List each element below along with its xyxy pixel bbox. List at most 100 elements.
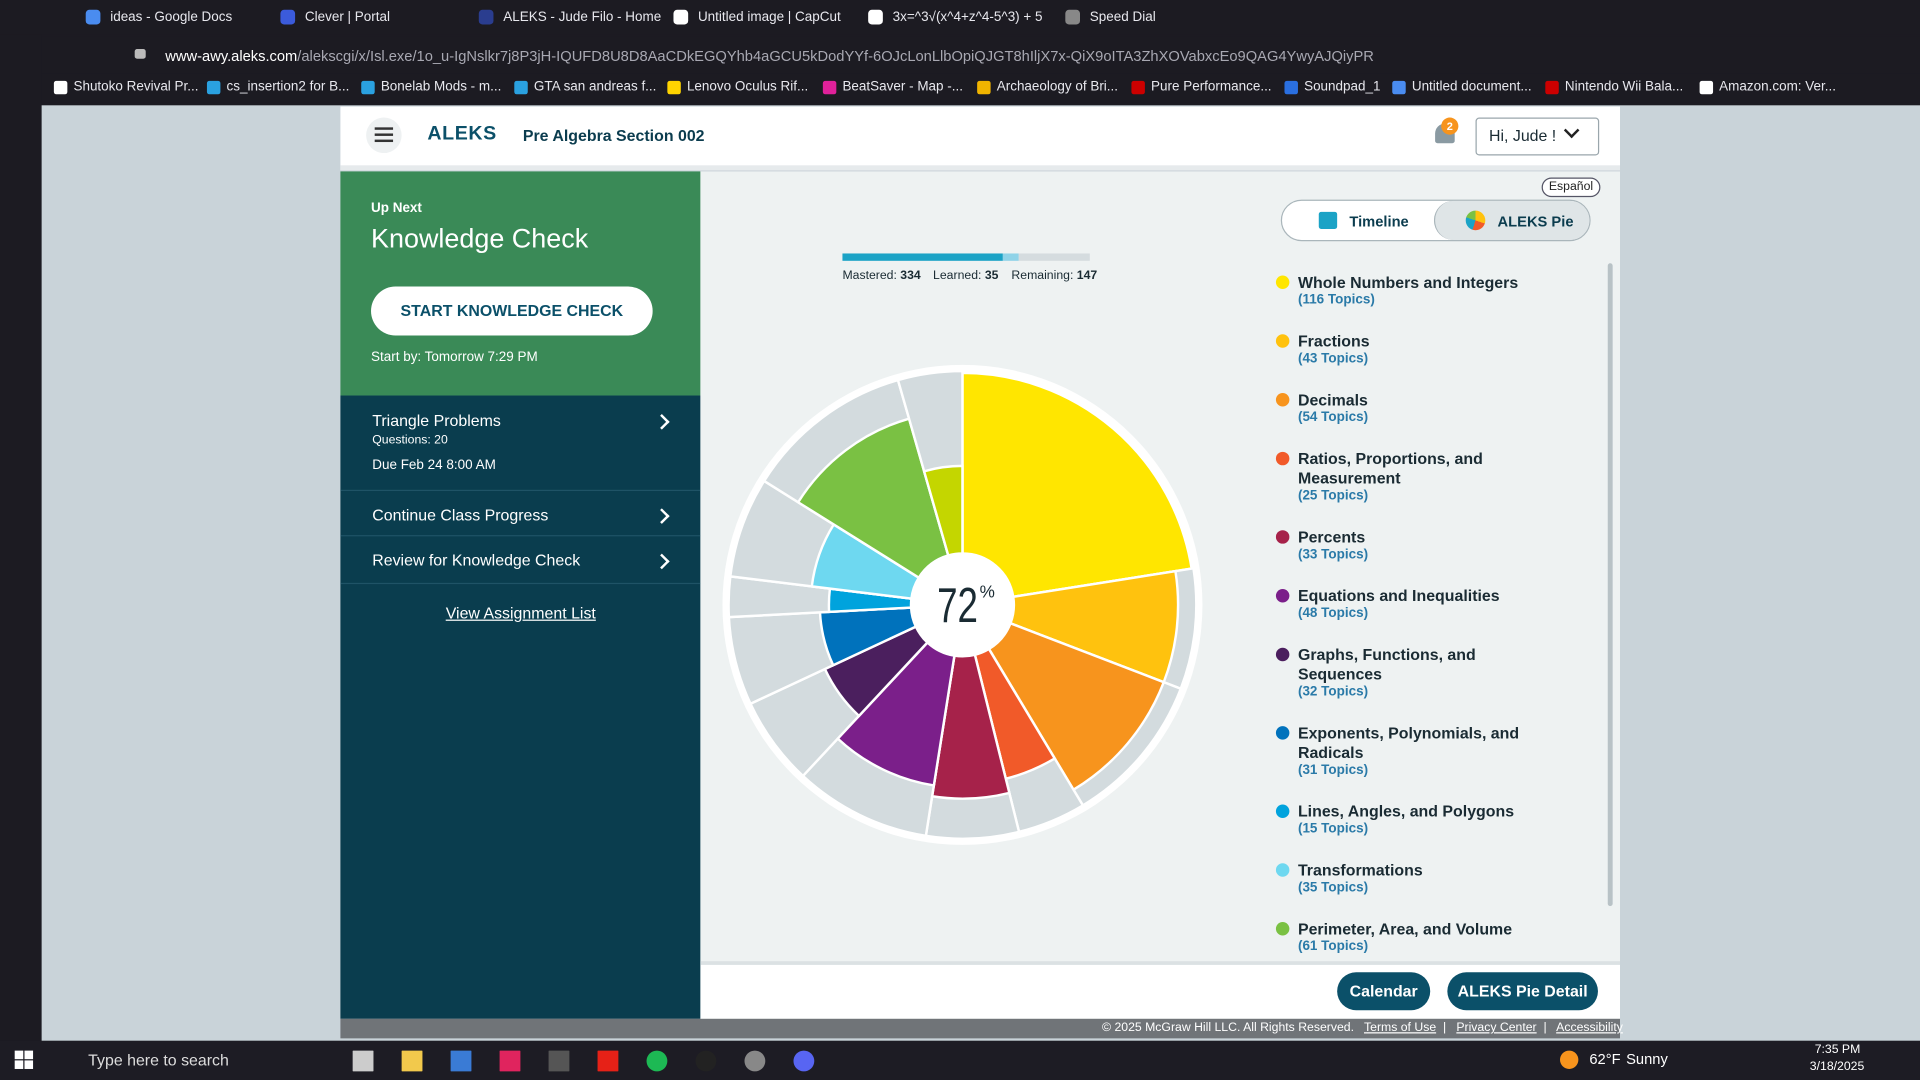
topic-count: (31 Topics) — [1297, 762, 1369, 778]
legend-dot — [1275, 922, 1290, 936]
bookmark[interactable]: Nintendo Wii Bala... — [1564, 79, 1684, 95]
topic-name[interactable]: Fractions — [1297, 331, 1370, 351]
legend-dot — [1275, 530, 1290, 544]
pie-slice — [961, 371, 1194, 599]
taskbar-app[interactable] — [646, 1050, 668, 1072]
tab[interactable]: Clever | Portal — [304, 9, 390, 25]
legend-dot — [1275, 726, 1290, 740]
pie-tab[interactable]: ALEKS Pie — [1497, 213, 1574, 231]
legend-dot — [1275, 334, 1290, 348]
timeline-tab[interactable]: Timeline — [1349, 213, 1409, 231]
taskbar-app[interactable] — [450, 1050, 472, 1072]
topic-name[interactable]: Perimeter, Area, and Volume — [1297, 919, 1513, 938]
assignment-title[interactable]: Triangle Problems — [372, 411, 501, 430]
topic-count: (35 Topics) — [1297, 880, 1369, 896]
tab[interactable]: ALEKS - Jude Filo - Home — [503, 9, 662, 25]
topic-name[interactable]: Transformations — [1297, 860, 1423, 880]
calendar-button[interactable]: Calendar — [1337, 972, 1431, 1011]
bookmark[interactable]: cs_insertion2 for B... — [226, 79, 350, 95]
bookmark[interactable]: Lenovo Oculus Rif... — [686, 79, 809, 95]
bookmark-icon — [53, 80, 68, 95]
topic-name[interactable]: Equations and Inequalities — [1297, 586, 1500, 605]
bookmark[interactable]: Bonelab Mods - m... — [380, 79, 502, 95]
topic-name[interactable]: Graphs, Functions, and Sequences — [1297, 645, 1476, 684]
taskbar-apps — [343, 1041, 833, 1080]
start-button[interactable] — [14, 1050, 34, 1069]
separator — [340, 535, 701, 537]
pie-percent-unit: % — [980, 582, 995, 602]
pie-chart: 72% — [722, 364, 1203, 845]
timeline-icon — [1318, 211, 1338, 229]
bookmark[interactable]: Amazon.com: Ver... — [1719, 79, 1836, 95]
taskbar-app[interactable] — [744, 1050, 766, 1072]
chevron — [654, 414, 670, 430]
legend-dot — [1275, 451, 1290, 466]
topic-count: (25 Topics) — [1297, 488, 1369, 504]
bookmark[interactable]: Archaeology of Bri... — [996, 79, 1119, 95]
taskbar-app[interactable] — [695, 1050, 717, 1072]
topic-name[interactable]: Lines, Angles, and Polygons — [1297, 802, 1515, 821]
taskbar-app[interactable] — [401, 1050, 423, 1072]
topic-name[interactable]: Whole Numbers and Integers — [1297, 273, 1519, 292]
bookmark[interactable]: Soundpad_1 — [1304, 79, 1381, 95]
bookmark-icon — [667, 80, 681, 95]
language-button[interactable]: Español — [1541, 177, 1601, 198]
tab[interactable]: Speed Dial — [1089, 9, 1156, 25]
assignment-title[interactable]: Continue Class Progress — [372, 505, 549, 525]
bookmark[interactable]: Untitled document... — [1411, 79, 1532, 95]
bookmark[interactable]: BeatSaver - Map -... — [842, 79, 963, 95]
assignment-title[interactable]: Review for Knowledge Check — [372, 551, 581, 570]
progress-segment — [1019, 253, 1090, 261]
scrollbar[interactable] — [1607, 263, 1613, 907]
topic-name[interactable]: Percents — [1297, 527, 1366, 547]
up-next-label: Up Next — [371, 200, 422, 216]
course-name: Pre Algebra Section 002 — [522, 126, 705, 145]
footer-link[interactable]: Privacy Center — [1456, 1021, 1537, 1035]
clock-time: 7:35 PM — [1814, 1043, 1861, 1057]
legend-dot — [1275, 804, 1290, 818]
topic-name[interactable]: Ratios, Proportions, and Measurement — [1297, 449, 1483, 488]
topic-count: (33 Topics) — [1297, 547, 1369, 563]
topic-count: (32 Topics) — [1297, 684, 1369, 700]
menu-button[interactable] — [366, 117, 402, 154]
url-host: www-awy.aleks.com — [165, 47, 298, 65]
search-box[interactable]: Type here to search — [88, 1050, 229, 1069]
footer-link[interactable]: Accessibility — [1556, 1021, 1623, 1035]
view-assignment-list[interactable]: View Assignment List — [445, 603, 596, 623]
pie-center — [911, 553, 1014, 657]
progress-label: Remaining: 147 — [1011, 269, 1097, 282]
tab-icon — [868, 9, 883, 25]
temperature: 62°F — [1589, 1050, 1621, 1068]
taskbar-app[interactable] — [352, 1050, 374, 1072]
tab[interactable]: Untitled image | CapCut — [697, 9, 841, 25]
user-menu[interactable] — [1475, 117, 1600, 156]
bookmark-icon — [1284, 80, 1298, 95]
bookmark[interactable]: GTA san andreas f... — [533, 79, 657, 95]
bookmark[interactable]: Shutoko Revival Pr... — [73, 79, 199, 95]
taskbar — [0, 1040, 1920, 1080]
copyright: © 2025 McGraw Hill LLC. All Rights Reser… — [1102, 1021, 1355, 1035]
bookmark-icon — [514, 80, 528, 95]
topic-name[interactable]: Exponents, Polynomials, and Radicals — [1297, 723, 1520, 762]
bookmark[interactable]: Pure Performance... — [1151, 79, 1272, 95]
tab[interactable]: 3x=^3√(x^4+z^4-5^3) + 5 — [892, 9, 1043, 25]
up-next-panel — [340, 171, 701, 396]
logo[interactable]: ALEKS — [427, 123, 497, 145]
tab[interactable]: ideas - Google Docs — [110, 9, 233, 25]
footer-link[interactable]: Terms of Use — [1364, 1021, 1437, 1035]
taskbar-app[interactable] — [548, 1050, 570, 1072]
topic-count: (54 Topics) — [1297, 410, 1369, 425]
tab-icon — [673, 9, 689, 25]
taskbar-app[interactable] — [597, 1050, 619, 1072]
start-button[interactable]: START KNOWLEDGE CHECK — [371, 286, 653, 336]
progress-label: Learned: 35 — [933, 269, 998, 282]
menu-icon — [374, 127, 394, 130]
topic-name[interactable]: Decimals — [1297, 390, 1368, 409]
pie-percent: 72 — [937, 579, 978, 633]
url-field[interactable]: www-awy.aleks.com/alekscgi/x/Isl.exe/1o_… — [134, 44, 1604, 68]
tab-icon — [478, 9, 494, 25]
pie-detail-button[interactable]: ALEKS Pie Detail — [1447, 972, 1598, 1011]
taskbar-app[interactable] — [499, 1050, 521, 1072]
taskbar-app[interactable] — [793, 1050, 815, 1072]
url-path: /alekscgi/x/Isl.exe/1o_u-IgNslkr7j8P3jH-… — [297, 47, 1374, 65]
